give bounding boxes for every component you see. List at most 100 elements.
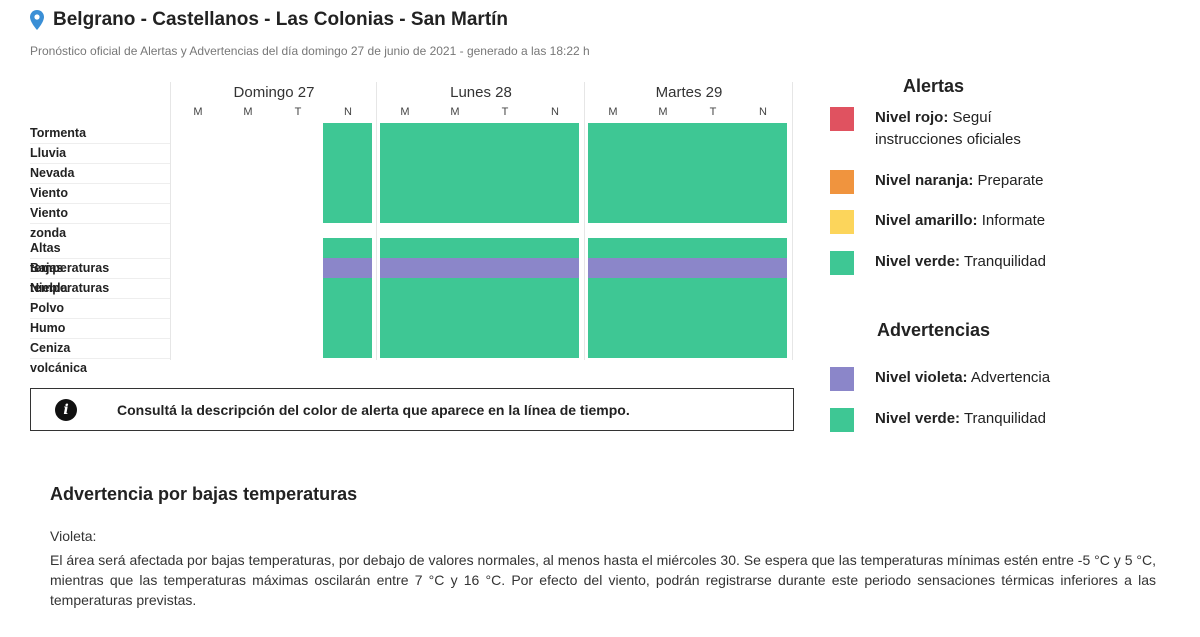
row-label: Viento bbox=[30, 186, 68, 200]
legend-item: Nivel violeta: Advertencia bbox=[830, 367, 1075, 391]
legend-swatch bbox=[830, 408, 854, 432]
page-header: Belgrano - Castellanos - Las Colonias - … bbox=[30, 9, 508, 31]
timeline-cell-violeta bbox=[530, 258, 579, 278]
period-label: M bbox=[193, 106, 203, 118]
grid-divider bbox=[584, 82, 585, 360]
day-header: Domingo 27 bbox=[233, 84, 315, 101]
timeline-cell-verde bbox=[588, 278, 638, 298]
timeline-cell-verde bbox=[380, 278, 430, 298]
legend-text: Nivel rojo: Seguí instrucciones oficiale… bbox=[875, 109, 1021, 148]
timeline-cell-verde bbox=[530, 318, 579, 338]
timeline-cell-verde bbox=[688, 123, 738, 143]
timeline-cell-verde bbox=[430, 318, 480, 338]
info-icon: i bbox=[55, 398, 77, 421]
legend-swatch bbox=[830, 170, 854, 194]
timeline-cell-verde bbox=[323, 143, 372, 163]
timeline-cell-verde bbox=[738, 298, 787, 318]
period-label: M bbox=[608, 106, 618, 118]
legend-text: Nivel verde: Tranquilidad bbox=[875, 410, 1046, 427]
day-header: Martes 29 bbox=[655, 84, 723, 101]
timeline-cell-verde bbox=[588, 183, 638, 203]
timeline-cell-verde bbox=[480, 338, 530, 358]
row-divider bbox=[30, 223, 170, 224]
row-divider bbox=[30, 183, 170, 184]
period-label: M bbox=[243, 106, 253, 118]
timeline-cell-violeta bbox=[688, 258, 738, 278]
timeline-cell-verde bbox=[688, 278, 738, 298]
timeline-cell-verde bbox=[480, 203, 530, 223]
timeline-cell-violeta bbox=[480, 258, 530, 278]
timeline-cell-verde bbox=[380, 123, 430, 143]
timeline-cell-verde bbox=[688, 318, 738, 338]
timeline-cell-violeta bbox=[430, 258, 480, 278]
legend-item: Nivel verde: Tranquilidad bbox=[830, 408, 1075, 432]
timeline-cell-verde bbox=[380, 143, 430, 163]
timeline-cell-verde bbox=[430, 123, 480, 143]
timeline-cell-verde bbox=[588, 318, 638, 338]
legend-item: Nivel naranja: Preparate bbox=[830, 170, 1075, 194]
timeline-cell-verde bbox=[323, 123, 372, 143]
period-label: T bbox=[709, 106, 717, 118]
timeline-cell-violeta bbox=[380, 258, 430, 278]
timeline-cell-verde bbox=[638, 163, 688, 183]
info-text: Consultá la descripción del color de ale… bbox=[117, 401, 630, 418]
timeline-cell-verde bbox=[530, 298, 579, 318]
timeline-cell-verde bbox=[480, 163, 530, 183]
row-label: Bajas temperaturas bbox=[30, 261, 110, 295]
timeline-cell-verde bbox=[638, 143, 688, 163]
timeline-cell-verde bbox=[480, 278, 530, 298]
timeline-cell-verde bbox=[638, 238, 688, 258]
timeline-cell-verde bbox=[480, 143, 530, 163]
row-label: Niebla bbox=[30, 281, 68, 295]
page-subtitle: Pronóstico oficial de Alertas y Adverten… bbox=[30, 44, 590, 58]
timeline-cell-verde bbox=[380, 298, 430, 318]
timeline-cell-verde bbox=[588, 238, 638, 258]
period-label: M bbox=[400, 106, 410, 118]
timeline-cell-verde bbox=[380, 338, 430, 358]
timeline-cell-verde bbox=[688, 338, 738, 358]
timeline-cell-verde bbox=[588, 298, 638, 318]
grid-divider bbox=[792, 82, 793, 360]
timeline-cell-verde bbox=[480, 238, 530, 258]
timeline-cell-verde bbox=[530, 143, 579, 163]
legend-advertencias-title: Advertencias bbox=[877, 320, 991, 340]
legend-item: Nivel amarillo: Informate bbox=[830, 210, 1075, 234]
timeline-cell-verde bbox=[688, 143, 738, 163]
timeline-cell-verde bbox=[380, 183, 430, 203]
timeline-cell-verde bbox=[480, 123, 530, 143]
timeline-cell-verde bbox=[688, 203, 738, 223]
timeline-cell-verde bbox=[738, 338, 787, 358]
timeline-cell-verde bbox=[588, 143, 638, 163]
timeline-cell-verde bbox=[638, 123, 688, 143]
legend-item: Nivel verde: Tranquilidad bbox=[830, 251, 1075, 275]
row-label: Humo bbox=[30, 321, 66, 335]
timeline-cell-verde bbox=[323, 183, 372, 203]
timeline-cell-verde bbox=[688, 298, 738, 318]
period-label: T bbox=[294, 106, 302, 118]
info-box: i Consultá la descripción del color de a… bbox=[30, 388, 794, 431]
timeline-cell-verde bbox=[323, 298, 372, 318]
timeline-cell-verde bbox=[738, 203, 787, 223]
row-divider bbox=[30, 298, 170, 299]
row-label: Tormenta bbox=[30, 126, 87, 140]
row-label: Lluvia bbox=[30, 146, 67, 160]
timeline-cell-verde bbox=[738, 238, 787, 258]
row-divider bbox=[30, 318, 170, 319]
period-label: M bbox=[658, 106, 668, 118]
timeline-cell-violeta bbox=[588, 258, 638, 278]
timeline-cell-verde bbox=[738, 183, 787, 203]
timeline-cell-verde bbox=[738, 318, 787, 338]
legend-swatch bbox=[830, 251, 854, 275]
location-pin-icon bbox=[30, 10, 44, 30]
day-header: Lunes 28 bbox=[450, 84, 512, 101]
row-label: Polvo bbox=[30, 301, 65, 315]
timeline-cell-verde bbox=[480, 298, 530, 318]
warning-body: El área será afectada por bajas temperat… bbox=[50, 552, 1156, 608]
timeline-cell-verde bbox=[480, 318, 530, 338]
legend-text: Nivel violeta: Advertencia bbox=[875, 369, 1051, 386]
timeline-cell-verde bbox=[430, 143, 480, 163]
timeline-cell-verde bbox=[588, 203, 638, 223]
timeline-cell-verde bbox=[638, 183, 688, 203]
row-divider bbox=[30, 258, 170, 259]
timeline-cell-verde bbox=[638, 298, 688, 318]
